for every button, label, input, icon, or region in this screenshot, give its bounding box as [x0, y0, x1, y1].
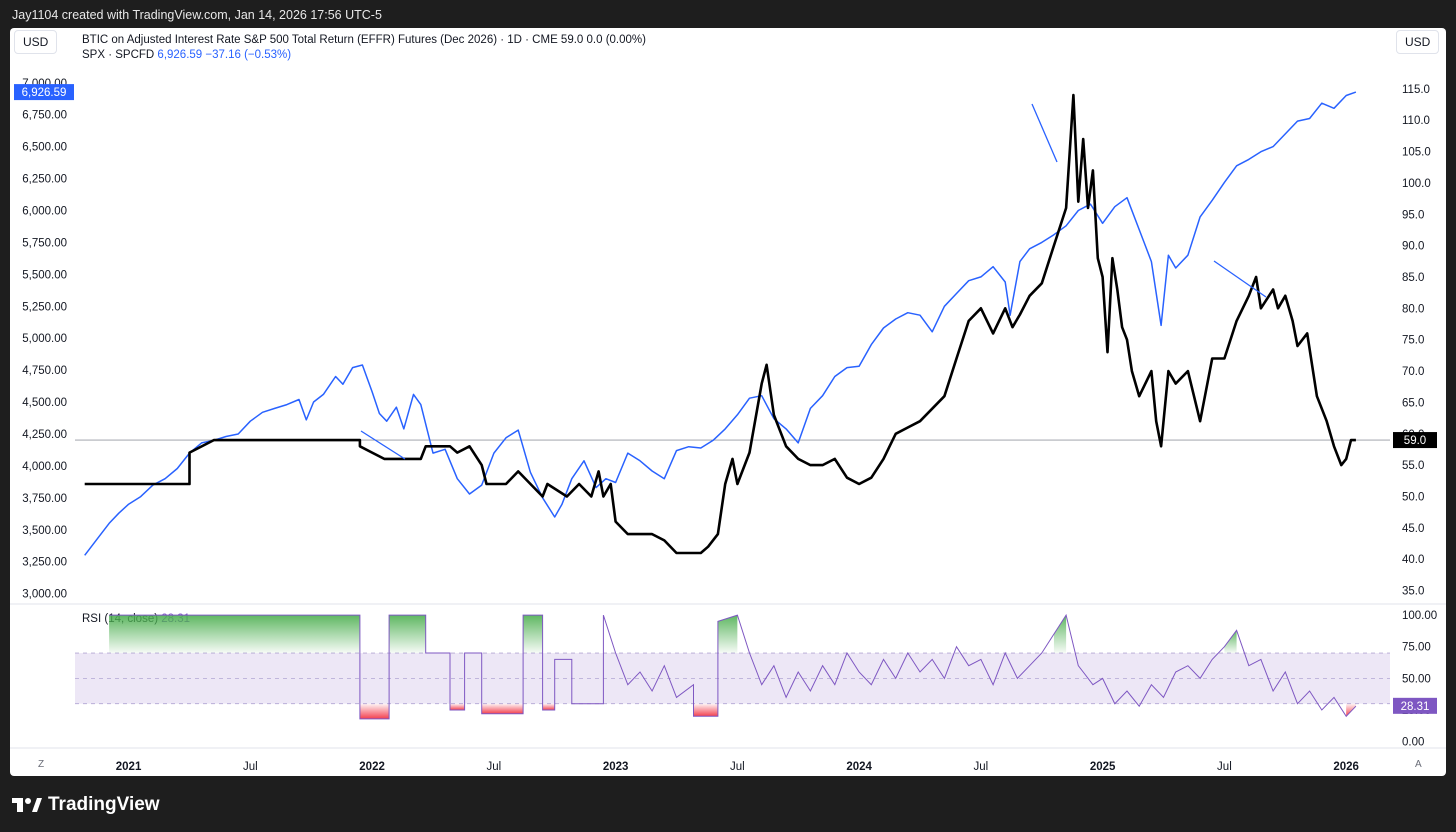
left-axis-tick: 5,750.00 — [22, 237, 67, 249]
rsi-axis-tick: 0.00 — [1402, 737, 1424, 749]
right-axis-tick: 65.0 — [1402, 397, 1424, 409]
right-axis-tick: 85.0 — [1402, 272, 1424, 284]
right-axis-tick: 80.0 — [1402, 303, 1424, 315]
rsi-overbought-fill — [389, 615, 426, 654]
left-axis-tick: 4,500.00 — [22, 397, 67, 409]
rsi-overbought-fill — [717, 615, 738, 654]
rsi-overbought-fill — [1224, 630, 1237, 654]
left-axis-tick: 5,250.00 — [22, 301, 67, 313]
btic-last-price-label: 59.0 — [1404, 435, 1426, 447]
time-axis-label: Jul — [974, 761, 989, 773]
right-currency-button[interactable]: USD — [1396, 30, 1440, 54]
time-axis-label: 2026 — [1333, 761, 1359, 773]
right-axis-tick: 105.0 — [1402, 147, 1431, 159]
time-axis-label: Jul — [730, 761, 745, 773]
time-axis-label: Jul — [487, 761, 502, 773]
tradingview-logo: TradingView — [12, 794, 160, 816]
left-axis-tick: 3,500.00 — [22, 525, 67, 537]
spx-last-price-label: 6,926.59 — [22, 87, 67, 99]
rsi-oversold-fill — [693, 703, 718, 717]
right-axis-tick: 45.0 — [1402, 523, 1424, 535]
spx-legend-change: −37.16 (−0.53%) — [205, 49, 292, 61]
rsi-last-value-tag — [1393, 697, 1437, 714]
trendline-2022 — [360, 430, 406, 460]
left-axis-tick: 4,000.00 — [22, 461, 67, 473]
time-axis-label: 2023 — [603, 761, 629, 773]
left-axis-tick: 6,750.00 — [22, 110, 67, 122]
rsi-overbought-fill — [523, 615, 543, 654]
left-axis-tick: 3,750.00 — [22, 493, 67, 505]
trendline-2025 — [1213, 260, 1267, 298]
rsi-axis-tick: 100.00 — [1402, 610, 1437, 622]
spx-legend-value: 6,926.59 — [157, 49, 203, 61]
left-axis-tick: 4,750.00 — [22, 365, 67, 377]
time-axis-label: 2021 — [116, 761, 142, 773]
btic-last-price-tag — [1393, 432, 1437, 449]
rsi-last-value-label: 28.31 — [1401, 701, 1430, 713]
main-series-legend: BTIC on Adjusted Interest Rate S&P 500 T… — [82, 34, 646, 46]
right-axis-tick: 55.0 — [1402, 460, 1424, 472]
caption-text: Jay1104 created with TradingView.com, Ja… — [12, 8, 382, 22]
right-axis-tick: 70.0 — [1402, 366, 1424, 378]
right-axis-tick: 35.0 — [1402, 586, 1424, 598]
time-axis-label: 2022 — [359, 761, 385, 773]
time-axis-label: 2025 — [1090, 761, 1116, 773]
auto-scale-button[interactable]: A — [1415, 759, 1422, 770]
left-axis-tick: 6,250.00 — [22, 174, 67, 186]
time-axis-label: Jul — [1217, 761, 1232, 773]
right-axis-tick: 50.0 — [1402, 492, 1424, 504]
time-axis-label: 2024 — [846, 761, 872, 773]
rsi-oversold-fill — [481, 703, 524, 714]
left-axis-tick: 6,500.00 — [22, 142, 67, 154]
left-axis-tick: 3,250.00 — [22, 557, 67, 569]
zoom-button[interactable]: Z — [38, 759, 45, 770]
trendline-2024 — [1031, 103, 1058, 163]
spx-legend-name: SPX · SPCFD — [82, 49, 155, 61]
left-axis-tick: 6,000.00 — [22, 205, 67, 217]
rsi-oversold-fill — [450, 703, 465, 711]
btic-series-line — [84, 93, 1356, 555]
right-axis-tick: 95.0 — [1402, 209, 1424, 221]
caption-bar: Jay1104 created with TradingView.com, Ja… — [0, 0, 1456, 28]
left-axis-tick: 5,000.00 — [22, 333, 67, 345]
right-axis-tick: 100.0 — [1402, 178, 1431, 190]
rsi-overbought-fill — [1053, 615, 1067, 654]
spx-last-price-tag — [14, 84, 74, 101]
brand-name: TradingView — [48, 794, 160, 815]
left-axis-tick: 4,250.00 — [22, 429, 67, 441]
rsi-oversold-fill — [359, 703, 390, 719]
rsi-axis-tick: 50.00 — [1402, 673, 1431, 685]
right-axis-tick: 75.0 — [1402, 335, 1424, 347]
rsi-line — [109, 613, 1357, 720]
spx-series-line — [84, 91, 1357, 556]
rsi-oversold-fill — [542, 703, 555, 711]
right-axis-tick: 115.0 — [1402, 84, 1430, 96]
rsi-overbought-fill — [109, 615, 360, 654]
left-axis-tick: 5,500.00 — [22, 269, 67, 281]
spx-legend: SPX · SPCFD 6,926.59 −37.16 (−0.53%) — [82, 49, 291, 61]
right-axis-tick: 110.0 — [1402, 115, 1430, 127]
right-axis-tick: 40.0 — [1402, 554, 1424, 566]
tradingview-logo-icon — [12, 798, 42, 812]
left-currency-button[interactable]: USD — [14, 30, 58, 54]
right-axis-tick: 90.0 — [1402, 241, 1424, 253]
left-axis-tick: 3,000.00 — [22, 589, 67, 601]
rsi-axis-tick: 75.00 — [1402, 642, 1431, 654]
time-axis-label: Jul — [243, 761, 258, 773]
